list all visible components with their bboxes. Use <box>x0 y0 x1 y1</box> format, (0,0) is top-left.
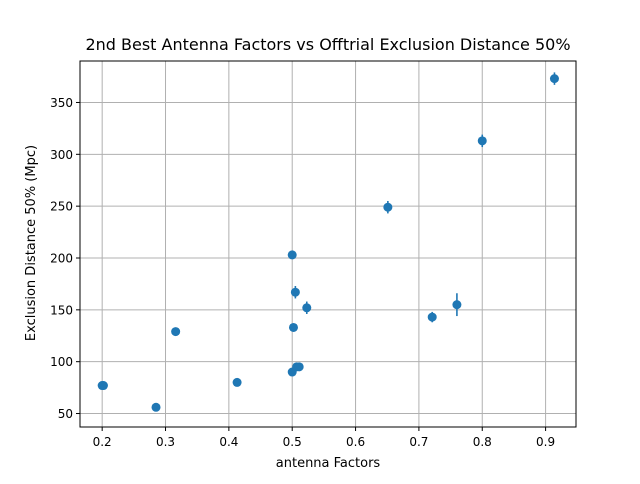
axis-ticks: 0.2 0.3 0.4 0.5 0.6 0.7 0.8 0.9 50 100 150 200 250 30… <box>50 96 555 449</box>
x-tick-label: 0.4 <box>219 435 238 449</box>
data-point <box>232 377 242 387</box>
plot-area-frame <box>79 60 577 428</box>
grid <box>80 61 576 427</box>
x-axis-label: antenna Factors <box>276 456 381 471</box>
y-axis-label: Exclusion Distance 50% (Mpc) <box>24 145 39 341</box>
y-tick-label: 50 <box>58 407 73 421</box>
y-tick-label: 100 <box>50 355 73 369</box>
data-point <box>151 402 161 412</box>
y-tick-label: 300 <box>50 148 73 162</box>
x-tick-label: 0.6 <box>346 435 365 449</box>
x-tick-label: 0.5 <box>283 435 302 449</box>
x-tick-label: 0.8 <box>473 435 492 449</box>
data-point <box>171 327 181 337</box>
x-tick-label: 0.3 <box>156 435 175 449</box>
data-point <box>477 136 487 146</box>
data-point <box>288 322 298 332</box>
data-point <box>452 300 462 310</box>
x-tick-label: 0.2 <box>93 435 112 449</box>
chart-title: 2nd Best Antenna Factors vs Offtrial Exc… <box>85 35 570 54</box>
y-tick-label: 350 <box>50 96 73 110</box>
data-point <box>427 312 437 322</box>
data-point <box>98 381 108 391</box>
data-point <box>549 74 559 84</box>
data-point <box>383 202 393 212</box>
data-point <box>294 362 304 372</box>
data-points <box>97 72 559 412</box>
y-tick-label: 150 <box>50 303 73 317</box>
x-tick-label: 0.7 <box>409 435 428 449</box>
y-tick-label: 250 <box>50 200 73 214</box>
x-tick-label: 0.9 <box>536 435 555 449</box>
data-point <box>287 250 297 260</box>
data-point <box>302 303 312 313</box>
y-tick-label: 200 <box>50 251 73 265</box>
data-point <box>290 287 300 297</box>
